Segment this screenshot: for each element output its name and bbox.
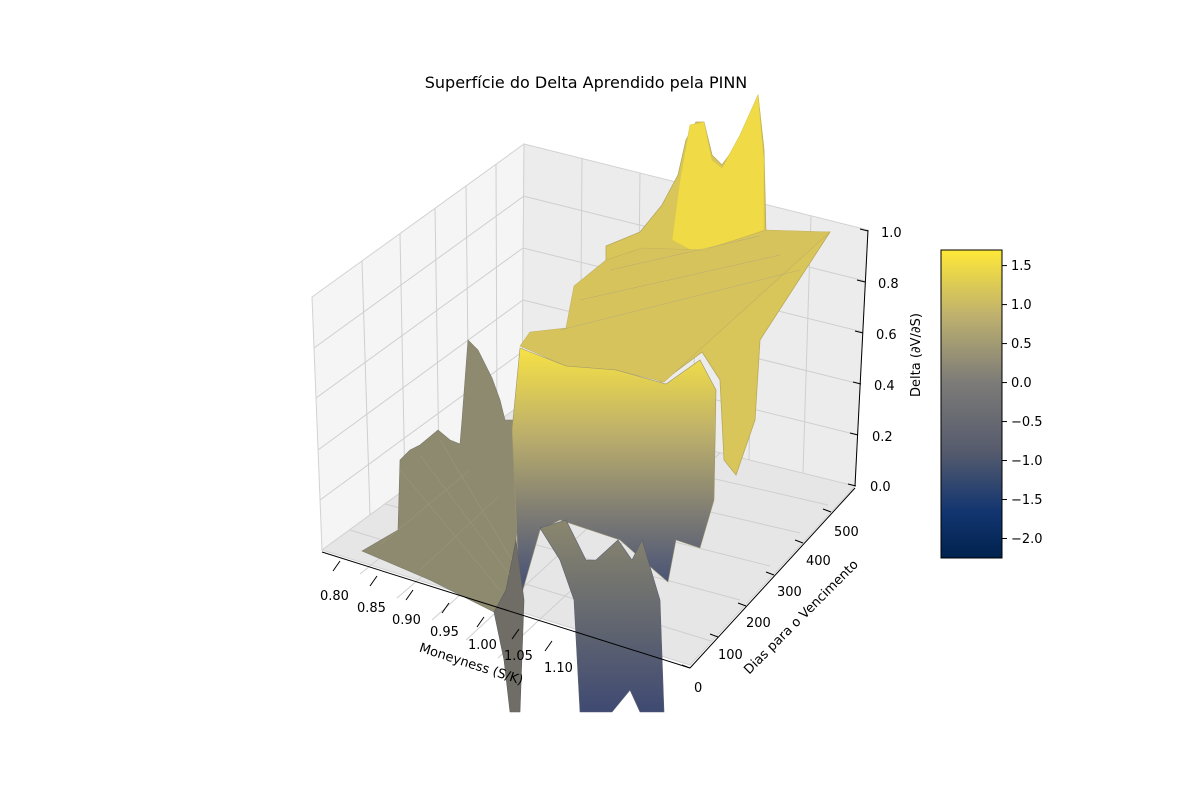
z-tick-label: 1.0 [881, 226, 902, 241]
y-tick-label: 100 [718, 648, 743, 663]
y-tick-label: 500 [834, 525, 859, 540]
z-tick-label: 0.4 [874, 379, 895, 394]
surface-transition-wall [511, 347, 717, 601]
y-tick-label: 200 [746, 616, 771, 631]
x-tick-label: 1.10 [544, 661, 573, 676]
x-tick-label: 1.00 [468, 638, 497, 653]
colorbar-tick-label: 0.5 [1011, 337, 1032, 352]
colorbar-tick-label: −2.0 [1011, 532, 1043, 547]
colorbar-tick-label: 1.0 [1011, 298, 1032, 313]
colorbar: 1.5 1.0 0.5 0.0 −0.5 −1.0 −1.5 −2.0 [940, 249, 1043, 559]
x-tick-label: 0.90 [392, 613, 421, 628]
z-tick-label: 0.6 [876, 328, 897, 343]
z-tick-label: 0.8 [878, 277, 899, 292]
x-tick-label: 1.05 [504, 649, 533, 664]
y-tick-label: 0 [694, 681, 702, 696]
delta-surface [361, 93, 831, 713]
chart-title: Superfície do Delta Aprendido pela PINN [425, 73, 748, 92]
x-tick-label: 0.80 [320, 589, 349, 604]
surface-left-drop [493, 539, 525, 713]
colorbar-tick-label: 0.0 [1011, 376, 1032, 391]
colorbar-tick-label: −0.5 [1011, 415, 1043, 430]
y-tick-label: 300 [777, 585, 802, 600]
colorbar-gradient [940, 249, 1003, 559]
z-axis: 0.0 0.2 0.4 0.6 0.8 1.0 Delta (∂V/∂S) [847, 226, 924, 495]
colorbar-ticks: 1.5 1.0 0.5 0.0 −0.5 −1.0 −1.5 −2.0 [1002, 259, 1043, 547]
colorbar-tick-label: 1.5 [1011, 259, 1032, 274]
y-tick-label: 400 [806, 554, 831, 569]
z-tick-label: 0.0 [870, 480, 891, 495]
z-tick-label: 0.2 [872, 430, 893, 445]
x-tick-label: 0.85 [357, 601, 386, 616]
z-axis-label: Delta (∂V/∂S) [909, 313, 924, 397]
colorbar-tick-label: −1.0 [1011, 454, 1043, 469]
x-tick-label: 0.95 [430, 625, 459, 640]
surface-peak-face [671, 93, 765, 256]
surface-negative-drop [539, 519, 665, 713]
colorbar-tick-label: −1.5 [1011, 493, 1043, 508]
